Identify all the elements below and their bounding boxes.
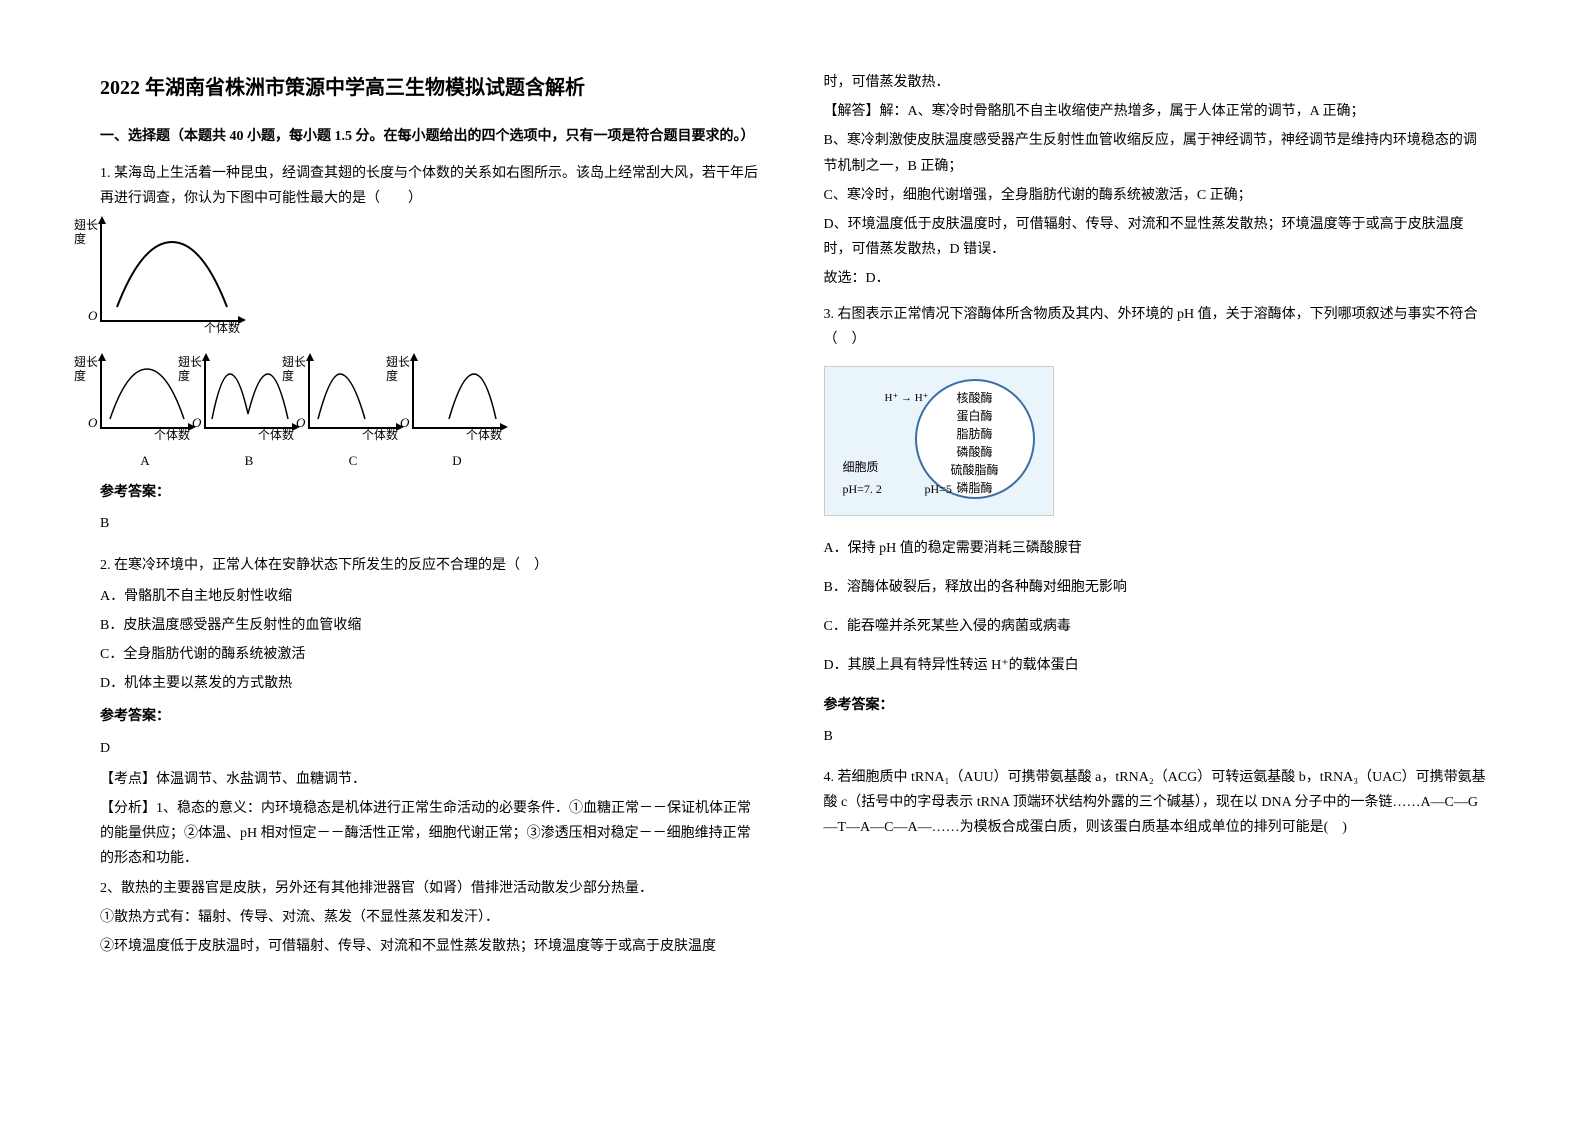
q1-main-axes: 翅长度 个体数 O: [100, 222, 240, 322]
q2-jieda-0: 【解答】解：A、寒冷时骨骼肌不自主收缩使产热增多，属于人体正常的调节，A 正确；: [824, 99, 1488, 124]
q1-sub-xlabel-b: 个体数: [258, 425, 294, 447]
q3-cytoplasm: 细胞质: [843, 457, 879, 479]
exam-title: 2022 年湖南省株洲市策源中学高三生物模拟试题含解析: [100, 70, 764, 106]
q1-sub-ylabel-a: 翅长度: [74, 355, 98, 384]
q2-answer: D: [100, 736, 764, 761]
q3-opt-c: C．能吞噬并杀死某些入侵的病菌或病毒: [824, 614, 1488, 639]
q1-answer-label: 参考答案：: [100, 480, 764, 505]
q3-enz-3: 磷酸酶: [917, 443, 1033, 461]
q3-enz-1: 蛋白酶: [917, 407, 1033, 425]
q1-subfigs: 翅长度 个体数 O A 翅长度 个体数 O B: [100, 359, 764, 472]
left-column: 2022 年湖南省株洲市策源中学高三生物模拟试题含解析 一、选择题（本题共 40…: [100, 70, 764, 1052]
q2-jieda-2: C、寒冷时，细胞代谢增强，全身脂肪代谢的酶系统被激活，C 正确；: [824, 183, 1488, 208]
q1-curve-d: [414, 359, 504, 429]
question-3: 3. 右图表示正常情况下溶酶体所含物质及其内、外环境的 pH 值，关于溶酶体，下…: [824, 302, 1488, 756]
q1-subfig-a: 翅长度 个体数 O A: [100, 359, 190, 472]
q1-main-xlabel: 个体数: [204, 318, 240, 340]
arrow-icon: →: [901, 392, 912, 404]
q2-analysis-3: ②环境温度低于皮肤温时，可借辐射、传导、对流和不显性蒸发散热；环境温度等于或高于…: [100, 934, 764, 959]
q1-sub-xlabel-a: 个体数: [154, 425, 190, 447]
q1-subfig-b: 翅长度 个体数 O B: [204, 359, 294, 472]
q1-sublabel-a: A: [140, 449, 149, 472]
q1-sub-xlabel-c: 个体数: [362, 425, 398, 447]
q2-text: 2. 在寒冷环境中，正常人体在安静状态下所发生的反应不合理的是（ ）: [100, 553, 764, 578]
q2-jieda-4: 故选：D．: [824, 266, 1488, 291]
q3-opt-d: D．其膜上具有特异性转运 H⁺的载体蛋白: [824, 653, 1488, 678]
q2-opt-b: B．皮肤温度感受器产生反射性的血管收缩: [100, 613, 764, 638]
question-4: 4. 若细胞质中 tRNA₁（AUU）可携带氨基酸 a，tRNA₂（ACG）可转…: [824, 765, 1488, 847]
q1-sub-ylabel-c: 翅长度: [282, 355, 306, 384]
q1-main-ylabel: 翅长度: [74, 218, 98, 247]
q1-sub-origin-c: O: [296, 411, 305, 434]
q3-ph-in: pH=5: [925, 479, 952, 501]
q1-main-figure: 翅长度 个体数 O: [100, 222, 764, 331]
q3-enz-0: 核酸酶: [917, 389, 1033, 407]
q3-enz-2: 脂肪酶: [917, 425, 1033, 443]
q4-text: 4. 若细胞质中 tRNA₁（AUU）可携带氨基酸 a，tRNA₂（ACG）可转…: [824, 765, 1488, 841]
q1-subfig-d: 翅长度 个体数 O D: [412, 359, 502, 472]
q3-answer-label: 参考答案：: [824, 693, 1488, 718]
q1-answer: B: [100, 511, 764, 536]
q1-sublabel-c: C: [349, 449, 358, 472]
q1-sub-origin-b: O: [192, 411, 201, 434]
q2-analysis-0: 【分析】1、稳态的意义：内环境稳态是机体进行正常生命活动的必要条件．①血糖正常－…: [100, 796, 764, 872]
q1-main-curve: [102, 222, 242, 322]
q1-sublabel-d: D: [452, 449, 461, 472]
q1-sub-ylabel-d: 翅长度: [386, 355, 410, 384]
q2-analysis-2: ①散热方式有：辐射、传导、对流、蒸发（不显性蒸发和发汗）．: [100, 905, 764, 930]
q2-kaodian: 【考点】体温调节、水盐调节、血糖调节．: [100, 767, 764, 792]
section-header: 一、选择题（本题共 40 小题，每小题 1.5 分。在每小题给出的四个选项中，只…: [100, 124, 764, 149]
right-column: 时，可借蒸发散热． 【解答】解：A、寒冷时骨骼肌不自主收缩使产热增多，属于人体正…: [824, 70, 1488, 1052]
q1-sub-xlabel-d: 个体数: [466, 425, 502, 447]
q1-sub-origin-d: O: [400, 411, 409, 434]
q3-figure: H⁺ → H⁺ 核酸酶 蛋白酶 脂肪酶 磷酸酶 硫酸脂酶 磷脂酶 细胞质 pH=…: [824, 366, 1054, 516]
q2-opt-d: D．机体主要以蒸发的方式散热: [100, 671, 764, 696]
q2-analysis-1: 2、散热的主要器官是皮肤，另外还有其他排泄器官（如肾）借排泄活动散发少部分热量．: [100, 876, 764, 901]
q2-opt-a: A．骨骼肌不自主地反射性收缩: [100, 584, 764, 609]
q3-h-left: H⁺: [885, 392, 899, 404]
q1-sublabel-b: B: [245, 449, 254, 472]
question-1: 1. 某海岛上生活着一种昆虫，经调查其翅的长度与个体数的关系如右图所示。该岛上经…: [100, 161, 764, 542]
q3-answer: B: [824, 724, 1488, 749]
q3-ph-out: pH=7. 2: [843, 479, 882, 501]
q1-main-origin: O: [88, 304, 97, 327]
q2-jieda-1: B、寒冷刺激使皮肤温度感受器产生反射性血管收缩反应，属于神经调节，神经调节是维持…: [824, 128, 1488, 178]
q3-enz-4: 硫酸脂酶: [917, 461, 1033, 479]
q3-opt-a: A．保持 pH 值的稳定需要消耗三磷酸腺苷: [824, 536, 1488, 561]
q1-sub-origin-a: O: [88, 411, 97, 434]
q1-text: 1. 某海岛上生活着一种昆虫，经调查其翅的长度与个体数的关系如右图所示。该岛上经…: [100, 161, 764, 211]
q1-sub-ylabel-b: 翅长度: [178, 355, 202, 384]
q1-subfig-c: 翅长度 个体数 O C: [308, 359, 398, 472]
q2-answer-label: 参考答案：: [100, 704, 764, 729]
q3-text: 3. 右图表示正常情况下溶酶体所含物质及其内、外环境的 pH 值，关于溶酶体，下…: [824, 302, 1488, 352]
q2-opt-c: C．全身脂肪代谢的酶系统被激活: [100, 642, 764, 667]
q2-jieda-3: D、环境温度低于皮肤温度时，可借辐射、传导、对流和不显性蒸发散热；环境温度等于或…: [824, 212, 1488, 262]
question-2: 2. 在寒冷环境中，正常人体在安静状态下所发生的反应不合理的是（ ） A．骨骼肌…: [100, 553, 764, 964]
q2-cont: 时，可借蒸发散热．: [824, 70, 1488, 95]
q3-opt-b: B．溶酶体破裂后，释放出的各种酶对细胞无影响: [824, 575, 1488, 600]
